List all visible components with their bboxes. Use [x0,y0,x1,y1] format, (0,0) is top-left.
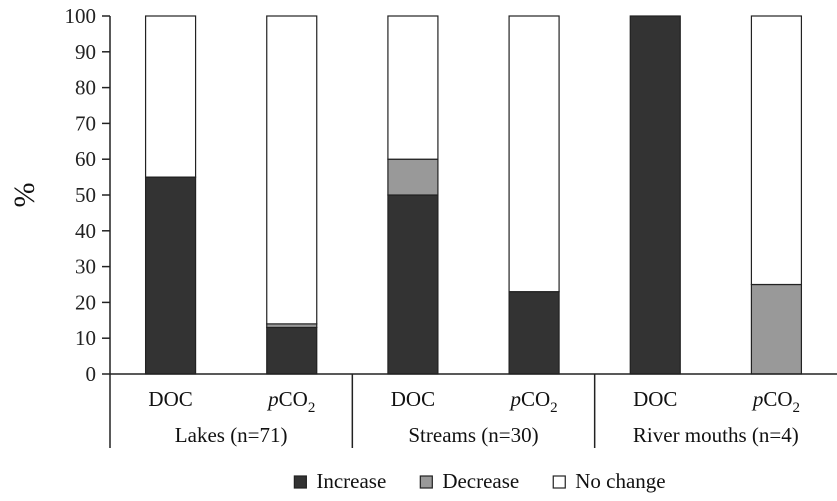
y-tick-label: 90 [75,40,96,64]
legend-label-increase: Increase [316,469,386,493]
legend-swatch-increase [293,475,307,489]
x-category-label: DOC [148,387,192,411]
y-tick-label: 40 [75,219,96,243]
y-tick-label: 80 [75,76,96,100]
bar-decrease-6 [750,283,803,375]
bar-no-change-2 [266,15,318,325]
x-category-label: DOC [391,387,435,411]
y-tick-label: 30 [75,255,96,279]
bar-no-change-1 [144,15,197,178]
x-category-label: DOC [633,387,677,411]
y-tick-label: 10 [75,326,96,350]
y-axis: 0 10 20 30 40 50 60 70 80 90 100 [65,4,111,386]
legend-swatch-no-change [552,475,566,489]
bar-no-change-4 [508,15,560,293]
legend-label-decrease: Decrease [442,469,519,493]
x-category-label: pCO2 [751,387,800,416]
y-tick-label: 0 [86,362,97,386]
bar-increase-3 [387,194,439,375]
group-label-river-mouths-n-4: River mouths (n=4) [633,423,799,447]
y-tick-label: 70 [75,111,96,135]
x-axis: DOC pCO2 DOC pCO2 DOC pCO2 Lakes (n=71) Streams… [109,373,837,448]
y-tick-label: 60 [75,147,96,171]
bar-increase-1 [144,176,197,375]
y-tick-label: 50 [75,183,96,207]
bar-increase-4 [508,291,560,375]
bar-increase-5 [629,15,681,375]
y-axis-label: % [8,183,41,208]
y-tick-label: 20 [75,290,96,314]
bar-decrease-3 [387,158,439,196]
group-label-streams-n-30: Streams (n=30) [408,423,538,447]
legend-label-no-change: No change [575,469,665,493]
bars [144,15,803,375]
bar-increase-2 [266,326,318,375]
y-tick-label: 100 [65,4,97,28]
group-label-lakes-n-71: Lakes (n=71) [175,423,288,447]
bar-no-change-6 [750,15,803,286]
x-category-label: pCO2 [266,387,315,416]
bar-no-change-3 [387,15,439,160]
legend-swatch-decrease [419,475,433,489]
legend: Increase Decrease No change [293,469,666,493]
x-category-label: pCO2 [508,387,557,416]
